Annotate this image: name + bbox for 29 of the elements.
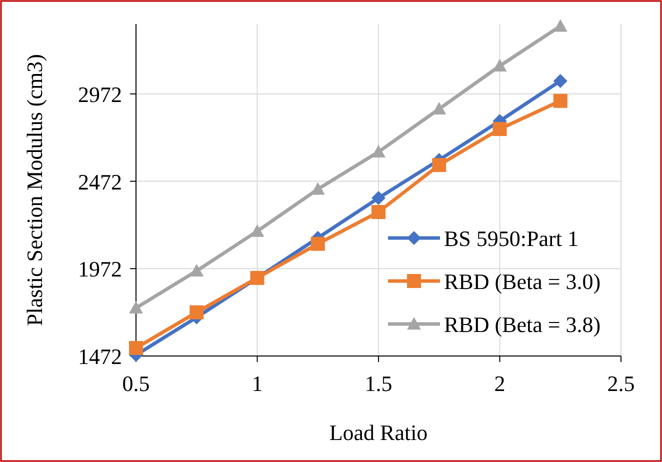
point [432,158,446,172]
legend-label: BS 5950:Part 1 [444,226,578,251]
x-axis-title: Load Ratio [329,420,428,445]
x-tick-label: 1 [252,371,263,396]
legend-label: RBD (Beta = 3.8) [444,312,601,337]
point [250,224,264,237]
x-tick-label: 2 [494,371,506,396]
point [553,74,568,88]
point [190,305,204,320]
point [310,182,325,195]
point [190,264,204,277]
x-tick-label: 0.5 [122,371,150,396]
point [372,205,386,220]
point [372,144,386,158]
x-tick-label: 1.5 [364,371,392,396]
y-axis-title: Plastic Section Modulus (cm3) [22,54,47,326]
point [129,340,143,355]
y-tick-label: 2472 [78,169,122,194]
point [372,191,386,206]
y-tick-label: 1472 [78,344,122,369]
y-tick-label: 2972 [78,82,122,107]
y-tick-label: 1972 [78,256,122,282]
point [129,300,143,314]
point [310,236,325,251]
point [492,122,507,136]
x-tick-label: 2.5 [607,371,635,396]
point [553,19,568,32]
point [553,94,568,108]
legend-label: RBD (Beta = 3.0) [444,269,601,294]
